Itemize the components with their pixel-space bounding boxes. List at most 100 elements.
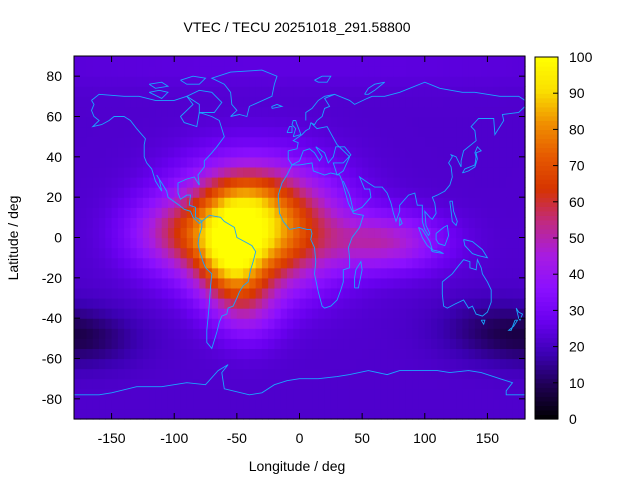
heatmap-cell	[481, 96, 489, 108]
heatmap-cell	[193, 116, 200, 128]
heatmap-cell	[380, 66, 388, 77]
heatmap-cell	[286, 257, 294, 269]
heatmap-cell	[130, 136, 138, 148]
heatmap-cell	[299, 237, 307, 249]
heatmap-cell	[149, 358, 157, 370]
heatmap-cell	[174, 56, 182, 67]
heatmap-cell	[136, 318, 144, 329]
heatmap-cell	[431, 86, 438, 97]
heatmap-cell	[349, 398, 357, 410]
heatmap-cell	[399, 318, 407, 329]
heatmap-cell	[211, 197, 219, 208]
colorbar-tick-label: 80	[569, 121, 585, 137]
coastline	[149, 89, 169, 99]
heatmap-cell	[399, 66, 407, 77]
heatmap-cell	[380, 378, 388, 390]
heatmap-cell	[105, 368, 113, 380]
x-tick-label: -100	[160, 430, 188, 446]
heatmap-cell	[380, 197, 388, 208]
heatmap-cell	[236, 136, 244, 148]
heatmap-cell	[418, 378, 426, 390]
heatmap-cell	[418, 187, 426, 198]
heatmap-cell	[80, 207, 88, 218]
heatmap-cell	[305, 378, 313, 390]
heatmap-cell	[261, 328, 269, 339]
heatmap-cell	[299, 338, 307, 350]
heatmap-cell	[399, 177, 407, 188]
heatmap-cell	[431, 187, 438, 198]
heatmap-cell	[142, 358, 150, 370]
heatmap-cell	[462, 136, 470, 148]
heatmap-cell	[468, 237, 476, 249]
heatmap-cell	[431, 217, 438, 229]
heatmap-cell	[74, 388, 81, 400]
heatmap-cell	[230, 177, 238, 188]
heatmap-cell	[167, 136, 175, 148]
heatmap-cell	[280, 197, 288, 208]
heatmap-cell	[155, 358, 163, 370]
heatmap-cell	[136, 277, 144, 289]
heatmap-cell	[518, 358, 526, 370]
heatmap-cell	[99, 146, 106, 158]
heatmap-cell	[474, 277, 482, 289]
heatmap-cell	[443, 56, 451, 67]
heatmap-cell	[418, 398, 426, 410]
heatmap-cell	[456, 227, 463, 239]
heatmap-cell	[343, 308, 351, 319]
heatmap-cell	[474, 136, 482, 148]
heatmap-cell	[130, 126, 138, 138]
heatmap-cell	[343, 96, 351, 108]
heatmap-cell	[512, 267, 520, 279]
colorbar-swatch	[535, 57, 558, 63]
heatmap-cell	[405, 348, 413, 360]
heatmap-cell	[387, 86, 395, 97]
heatmap-cell	[274, 308, 282, 319]
heatmap-cell	[111, 76, 119, 87]
heatmap-cell	[224, 197, 232, 208]
heatmap-cell	[105, 227, 113, 239]
heatmap-cell	[380, 267, 388, 279]
heatmap-cell	[274, 177, 282, 188]
heatmap-cell	[218, 378, 225, 390]
heatmap-cell	[405, 287, 413, 299]
heatmap-cell	[424, 247, 432, 259]
heatmap-cell	[312, 166, 319, 178]
heatmap-cell	[92, 318, 100, 329]
heatmap-cell	[330, 388, 338, 400]
heatmap-cell	[499, 368, 507, 380]
heatmap-cell	[111, 86, 119, 97]
heatmap-cell	[117, 318, 125, 329]
heatmap-cell	[405, 76, 413, 87]
heatmap-cell	[261, 287, 269, 299]
heatmap-cell	[355, 328, 363, 339]
heatmap-cell	[205, 368, 213, 380]
heatmap-cell	[161, 237, 169, 249]
heatmap-cell	[211, 207, 219, 218]
heatmap-cell	[224, 368, 232, 380]
heatmap-cell	[105, 207, 113, 218]
heatmap-cell	[268, 267, 276, 279]
heatmap-cell	[99, 177, 106, 188]
heatmap-cell	[280, 368, 288, 380]
heatmap-cell	[305, 187, 313, 198]
heatmap-cell	[493, 287, 501, 299]
heatmap-cell	[368, 308, 376, 319]
heatmap-cell	[462, 217, 470, 229]
coastline	[462, 145, 482, 174]
heatmap-cell	[437, 408, 445, 420]
colorbar-swatch	[535, 233, 558, 239]
heatmap-cell	[499, 318, 507, 329]
heatmap-cell	[130, 106, 138, 118]
heatmap-cell	[499, 257, 507, 269]
heatmap-cell	[349, 156, 357, 168]
heatmap-cell	[286, 66, 294, 77]
heatmap-cell	[456, 338, 463, 350]
heatmap-cell	[481, 338, 489, 350]
heatmap-cell	[199, 368, 207, 380]
heatmap-cell	[499, 247, 507, 259]
heatmap-cell	[405, 378, 413, 390]
heatmap-cell	[499, 66, 507, 77]
heatmap-cell	[474, 86, 482, 97]
